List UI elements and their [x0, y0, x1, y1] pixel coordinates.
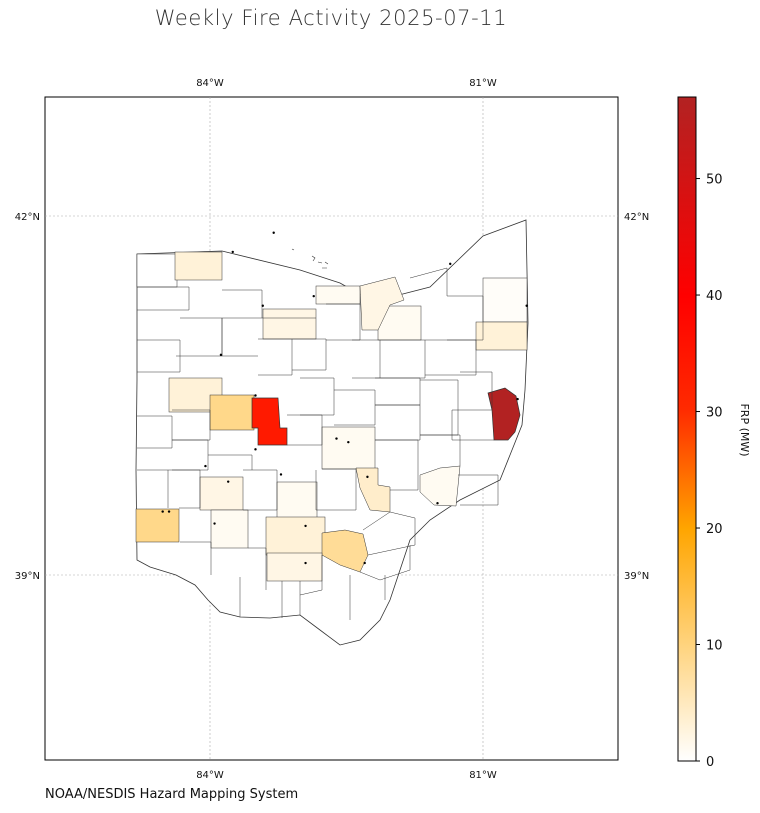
- fire-point: [312, 294, 315, 298]
- county-sandusky-area: [315, 285, 361, 305]
- colorbar-tick-label-3: 30: [706, 406, 723, 421]
- fire-point: [449, 262, 452, 266]
- county-lake-area: [482, 277, 528, 323]
- county-jefferson-area: [487, 387, 521, 441]
- fire-point: [279, 473, 283, 476]
- fire-point: [254, 394, 257, 397]
- county-lorain-area: [359, 276, 405, 331]
- colorbar-tick-label-1: 10: [706, 639, 723, 654]
- county-greene-area: [199, 476, 244, 511]
- county-fulton-area: [174, 251, 223, 281]
- fire-point: [261, 304, 264, 307]
- colorbar-ticks: 0 10 20 30 40 50: [696, 173, 723, 770]
- fire-point: [161, 510, 164, 513]
- county-fayette-area: [276, 481, 318, 521]
- fire-point: [363, 561, 366, 565]
- county-ross-area: [265, 516, 326, 556]
- fire-point: [516, 397, 519, 401]
- fire-point: [213, 522, 216, 525]
- county-guernsey-area: [419, 465, 461, 507]
- colorbar-tick-label-4: 40: [706, 289, 723, 304]
- county-logan-area: [209, 394, 255, 431]
- fire-point: [304, 524, 307, 528]
- fire-point: [272, 231, 275, 234]
- fire-point: [227, 480, 230, 483]
- county-licking-area: [321, 426, 376, 470]
- fire-detections: [161, 231, 528, 565]
- lon-tick-bottom-1: 81°W: [469, 770, 497, 781]
- graticule: [45, 97, 618, 760]
- fire-point: [436, 502, 439, 505]
- county-clinton-area: [210, 509, 249, 549]
- lon-tick-bottom-0: 84°W: [196, 770, 224, 781]
- lat-tick-right-1: 39°N: [624, 571, 649, 582]
- county-muskingum-area: [355, 467, 391, 513]
- source-credit: NOAA/NESDIS Hazard Mapping System: [45, 787, 299, 802]
- county-pike-area: [266, 552, 323, 582]
- lake-erie-islands: [291, 248, 329, 269]
- fire-point: [347, 440, 350, 444]
- fire-point: [335, 437, 338, 440]
- colorbar: [677, 96, 697, 762]
- lat-tick-right-0: 42°N: [624, 212, 649, 223]
- colorbar-tick-label-0: 0: [706, 755, 714, 770]
- county-williams-area: [136, 253, 178, 288]
- county-layer: [135, 251, 528, 582]
- fire-point: [204, 464, 207, 468]
- county-wood-area: [262, 308, 317, 340]
- fire-point: [525, 304, 528, 307]
- fire-point: [366, 475, 369, 479]
- map-title: Weekly Fire Activity 2025-07-11: [154, 6, 508, 30]
- lat-tick-left-0: 42°N: [15, 212, 40, 223]
- county-ashtabula-area: [475, 321, 528, 351]
- fire-point: [304, 561, 307, 565]
- colorbar-tick-label-2: 20: [706, 522, 723, 537]
- colorbar-tick-label-5: 50: [706, 173, 723, 188]
- axis-ticks: 84°W 84°W 81°W 81°W 42°N 42°N 39°N 39°N: [15, 78, 649, 781]
- county-hamilton-area: [135, 508, 180, 543]
- fire-point: [167, 510, 171, 513]
- fire-point: [219, 353, 223, 357]
- colorbar-label: FRP (MW): [738, 403, 751, 456]
- county-boundaries: [137, 267, 499, 620]
- lat-tick-left-1: 39°N: [15, 571, 40, 582]
- lon-tick-top-0: 84°W: [196, 78, 224, 89]
- fire-point: [231, 250, 234, 254]
- lon-tick-top-1: 81°W: [469, 78, 497, 89]
- fire-point: [254, 448, 257, 451]
